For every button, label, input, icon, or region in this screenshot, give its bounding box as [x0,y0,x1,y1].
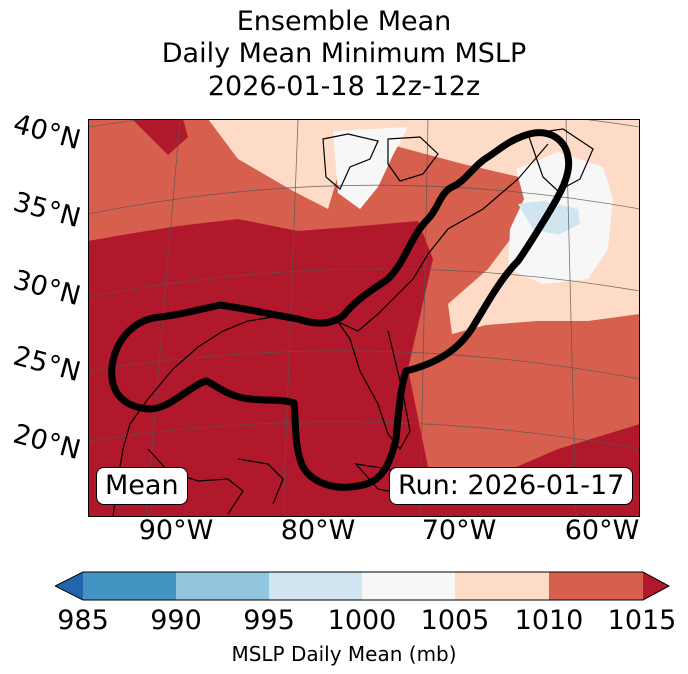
colorbar-tick-1015: 1015 [607,605,677,636]
graticule-30n [88,268,640,298]
lat-label-30n: 30°N [9,264,84,313]
lat-label-35n: 35°N [9,186,84,235]
title-line-1: Ensemble Mean [236,6,452,37]
lon-label-70w: 70°W [421,515,497,546]
colorbar-label: MSLP Daily Mean (mb) [231,642,457,666]
graticule-25n [88,350,640,380]
colorbar-segment-1010-1015 [549,572,643,600]
lon-label-60w: 60°W [564,515,640,546]
colorbar-tick-990: 990 [150,605,202,636]
colorbar-outline [55,571,671,601]
coastline-canada [527,128,594,192]
colorbar-tick-1010: 1010 [514,605,584,636]
run-label-box: Run: 2026-01-17 [389,467,634,505]
map-svg [88,119,640,517]
coastline-great-lakes [322,133,439,190]
colorbar-segment-995-1000 [269,572,362,600]
colorbar-extend-high [643,572,669,600]
white-lake-region [333,127,408,209]
colorbar-tick-1000: 1000 [327,605,397,636]
colorbar-segment-985-990 [83,572,176,600]
coastline-yucatan [237,458,284,505]
lon-label-90w: 90°W [138,515,214,546]
ensemble-contour [108,129,573,491]
mean-label-box: Mean [96,467,188,505]
graticule-20n [88,421,640,450]
band-1005-1010 [88,119,640,491]
lat-label-40n: 40°N [9,108,84,157]
lon-label-80w: 80°W [280,515,356,546]
colorbar-segment-1005-1010 [455,572,549,600]
lat-label-25n: 25°N [9,340,84,389]
colorbar-tick-995: 995 [243,605,295,636]
lat-label-20n: 20°N [9,418,84,467]
colorbar-tick-1005: 1005 [420,605,490,636]
colorbar-segment-990-995 [176,572,269,600]
colorbar [55,571,671,601]
title-line-3: 2026-01-18 12z-12z [207,71,481,102]
colorbar-tick-985: 985 [57,605,109,636]
title-line-2: Daily Mean Minimum MSLP [161,38,527,69]
map-panel [88,119,640,517]
colorbar-segment-1000-1005 [362,572,455,600]
graticule-35n [88,184,640,215]
graticule-70w [419,119,429,517]
colorbar-extend-low [55,572,83,600]
